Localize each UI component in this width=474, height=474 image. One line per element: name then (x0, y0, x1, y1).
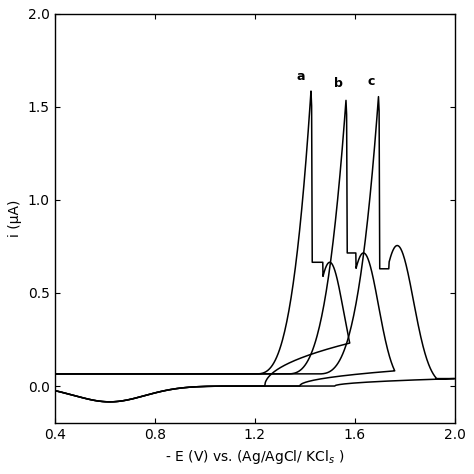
Text: c: c (367, 75, 374, 88)
Y-axis label: i (μA): i (μA) (9, 200, 22, 237)
Text: b: b (334, 77, 343, 90)
X-axis label: - E (V) vs. (Ag/AgCl/ KCl$_s$ ): - E (V) vs. (Ag/AgCl/ KCl$_s$ ) (165, 447, 345, 465)
Text: a: a (297, 70, 305, 82)
